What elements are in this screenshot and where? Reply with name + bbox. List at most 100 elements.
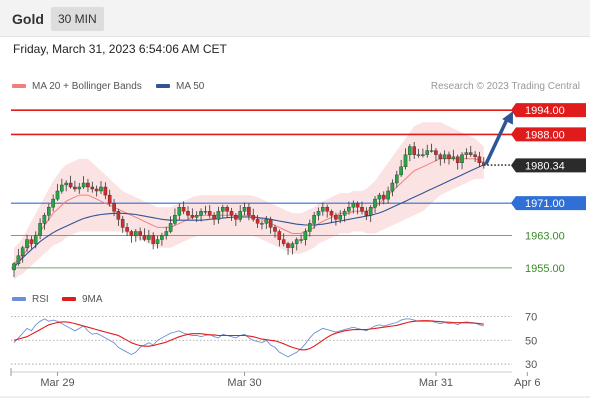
- candle-body: [364, 211, 369, 216]
- candle-body: [116, 211, 121, 220]
- interval-button[interactable]: 30 MIN: [51, 7, 104, 31]
- candle-body: [238, 211, 243, 220]
- candle-body: [277, 231, 282, 240]
- candle-body: [125, 227, 129, 232]
- candle-body: [373, 198, 377, 208]
- candle-body: [203, 211, 208, 213]
- candle-body: [133, 231, 138, 236]
- pivot-tag-text: 1971.00: [525, 198, 565, 210]
- legend-rsi-label: RSI: [32, 294, 49, 305]
- forecast-arrow-head: [502, 111, 513, 125]
- candle-body: [347, 206, 351, 212]
- candle-body: [190, 215, 195, 218]
- x-tick-label: Mar 30: [227, 377, 261, 389]
- pivot-tag-bg: [511, 196, 586, 211]
- candle-body: [338, 215, 343, 220]
- legend-rsi-swatch: [12, 297, 26, 302]
- candle-body: [325, 206, 330, 212]
- candle-body: [351, 202, 356, 208]
- resistance-tag-2: 1988.00: [511, 127, 586, 142]
- candle-body: [86, 182, 90, 188]
- candle-body: [395, 174, 399, 184]
- candle-body: [147, 235, 151, 240]
- candle-body: [281, 239, 286, 244]
- candle-body: [164, 231, 169, 236]
- candle-body: [160, 235, 164, 240]
- rsi-tick-50: 50: [525, 335, 537, 347]
- candle-body: [299, 239, 303, 241]
- support-label-2: 1955.00: [525, 263, 565, 275]
- candle-body: [355, 202, 360, 208]
- candle-body: [260, 223, 264, 225]
- candle-body: [438, 154, 443, 159]
- candle-body: [425, 150, 430, 155]
- last-price-tag-text: 1980.34: [525, 160, 565, 172]
- candle-body: [290, 243, 295, 248]
- candle-body: [73, 186, 77, 190]
- candle-body: [25, 239, 29, 248]
- legend-9ma-swatch: [62, 297, 76, 302]
- forecast-arrow-shaft: [484, 116, 510, 166]
- candle-body: [155, 239, 160, 244]
- candle-body: [20, 247, 25, 256]
- candle-body: [242, 206, 247, 212]
- candle-body: [77, 186, 82, 190]
- instrument-title: Gold: [12, 11, 44, 27]
- candle-body: [47, 206, 51, 216]
- candle-body: [247, 206, 251, 216]
- chart-header: Gold 30 MIN: [0, 0, 590, 37]
- candle-body: [225, 206, 229, 212]
- candle-body: [468, 152, 473, 155]
- candle-body: [177, 206, 182, 216]
- rsi-tick-70: 70: [525, 312, 537, 324]
- datetime-label: Friday, March 31, 2023 6:54:06 AM CET: [13, 42, 227, 56]
- candle-body: [151, 235, 156, 244]
- candle-body: [334, 215, 338, 220]
- candle-body: [421, 154, 425, 156]
- x-tick-label: Apr 6: [514, 377, 540, 389]
- resistance-tag-1-bg: [511, 103, 586, 118]
- candle-body: [464, 152, 469, 155]
- candle-body: [316, 211, 321, 216]
- candle-body: [251, 215, 256, 220]
- legend-ma20-swatch: [12, 84, 26, 89]
- last-price-tag: 1980.34: [511, 158, 586, 173]
- candle-body: [207, 211, 212, 216]
- legend-rsi: RSI: [12, 294, 49, 305]
- candle-body: [303, 231, 308, 240]
- candle-body: [99, 186, 103, 192]
- candle-body: [386, 190, 390, 200]
- legend-ma20-label: MA 20 + Bollinger Bands: [32, 81, 142, 92]
- candle-body: [12, 263, 16, 271]
- candle-body: [38, 223, 42, 236]
- legend-ma20: MA 20 + Bollinger Bands: [12, 81, 142, 92]
- legend-ma50-swatch: [156, 84, 170, 89]
- candle-body: [168, 223, 173, 232]
- candle-body: [68, 182, 73, 188]
- candle-body: [360, 206, 364, 212]
- x-tick-label: Mar 29: [40, 377, 74, 389]
- candle-body: [368, 206, 373, 216]
- candle-body: [412, 146, 417, 155]
- resistance-tag-1-text: 1994.00: [525, 105, 565, 117]
- candle-body: [329, 211, 334, 216]
- candle-body: [181, 206, 186, 212]
- candle-body: [186, 211, 190, 216]
- candle-body: [477, 156, 482, 163]
- candle-body: [473, 154, 477, 157]
- candle-body: [55, 190, 60, 200]
- candle-body: [434, 150, 438, 155]
- candle-body: [103, 186, 108, 196]
- candle-body: [312, 215, 316, 224]
- candle-body: [216, 211, 221, 220]
- candle-body: [286, 243, 290, 248]
- resistance-tag-2-text: 1988.00: [525, 129, 565, 141]
- candle-body: [255, 219, 260, 224]
- candle-body: [442, 154, 447, 159]
- rsi-tick-30: 30: [525, 359, 537, 371]
- legend-ma50-label: MA 50: [176, 81, 205, 92]
- candle-body: [429, 150, 434, 152]
- legend-9ma: 9MA: [62, 294, 103, 305]
- candle-body: [60, 184, 64, 192]
